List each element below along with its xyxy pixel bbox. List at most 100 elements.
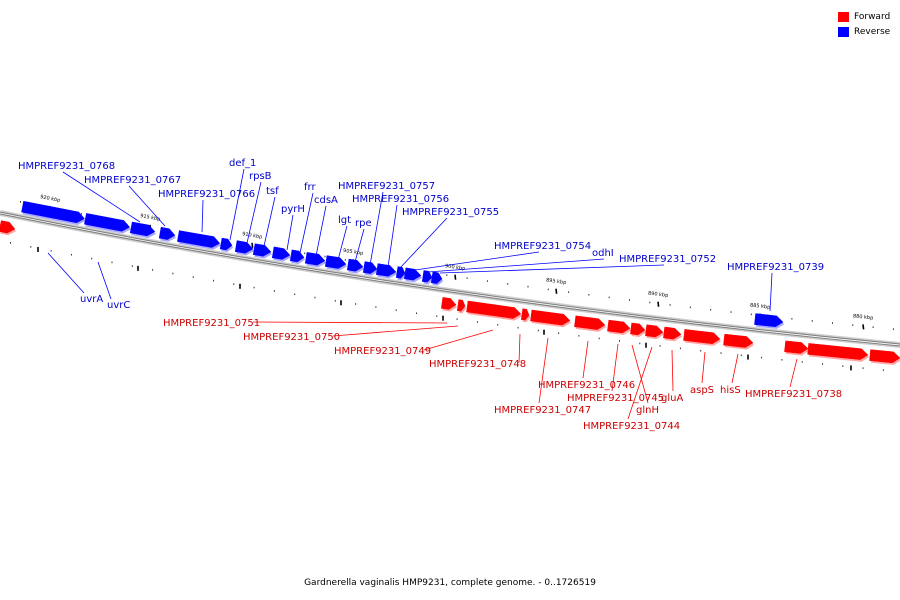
leader-line-frr [299,192,314,254]
gene-label-rpe: rpe [355,218,372,229]
scale-dot [446,274,448,277]
reverse-gene-arrow [403,267,423,283]
strand-legend: Forward Reverse [838,9,890,39]
leader-line-hmpref9231-0756 [387,204,398,268]
gene-label-hmpref9231-0757: HMPREF9231_0757 [338,181,435,192]
reverse-gene-arrow [177,230,221,250]
gene-label-odhi: odhI [592,248,614,259]
gene-label-hmpref9231-0756: HMPREF9231_0756 [352,194,449,205]
legend-swatch-forward [838,11,849,22]
scale-dot [324,255,326,258]
leader-line-glnh [631,344,649,404]
scale-dot [334,299,336,302]
legend-label-forward: Forward [854,11,891,22]
scale-dot [669,304,671,306]
leader-line-hmpref9231-0749 [423,329,494,351]
tick-mark-major [862,324,865,330]
leader-line-hmpref9231-0767 [128,185,166,227]
gene-label-rpsb: rpsB [249,171,272,182]
leader-line-hmpref9231-0751 [252,321,448,324]
gene-label-hmpref9231-0750: HMPREF9231_0750 [243,332,340,343]
reverse-gene-arrow [219,237,234,253]
leader-line-hmpref9231-0766 [201,199,204,233]
genome-backbone [0,210,900,348]
scale-dot [892,328,894,330]
gene-label-hmpref9231-0748: HMPREF9231_0748 [429,359,526,370]
gene-label-tsf: tsf [266,186,279,197]
leader-line-odhi [427,258,605,273]
leader-line-hmpref9231-0748 [518,333,521,364]
reverse-gene-arrow [158,226,177,242]
forward-gene-arrow [784,340,810,356]
scale-dot [30,246,32,248]
gene-label-hmpref9231-0738: HMPREF9231_0738 [745,389,842,400]
scale-dot [781,358,783,361]
gene-label-hmpref9231-0768: HMPREF9231_0768 [18,161,115,172]
leader-line-hmpref9231-0754 [414,251,540,271]
leader-line-hmpref9231-0738 [789,358,798,388]
scale-dot [233,283,235,285]
scale-dot [497,324,499,326]
scale-dot [253,286,255,289]
tick-label: 880 kbp [853,313,874,321]
gene-label-hmpref9231-0754: HMPREF9231_0754 [494,241,591,252]
tick-mark-major [657,301,660,307]
scale-dot [740,354,742,357]
reverse-gene-arrow [395,266,407,281]
leader-line-pyrh [286,214,294,251]
forward-gene-arrow [456,299,467,314]
scale-dot [872,326,874,328]
gene-label-hmpref9231-0755: HMPREF9231_0755 [402,207,499,218]
scale-dot [304,252,306,255]
leader-line-hiss [731,353,739,384]
legend-label-reverse: Reverse [854,26,891,37]
scale-dot [761,356,763,359]
tick-mark-major [555,288,558,294]
scale-dot [456,318,458,320]
label-leader-lines [47,168,798,420]
leader-line-cdsa [315,205,327,257]
scale-dot [91,257,93,260]
scale-dot [213,279,214,282]
scale-dot [822,363,823,365]
scale-dot [314,296,316,299]
gene-label-def-1: def_1 [229,158,256,169]
gene-label-hmpref9231-0747: HMPREF9231_0747 [494,405,591,416]
tick-label: 920 kbp [40,194,61,204]
tick-label: 910 kbp [242,231,263,240]
gene-label-asps: aspS [690,385,714,396]
scale-dot [466,277,468,279]
forward-gene-arrow [440,297,458,312]
scale-dot [507,283,509,285]
scale-dot [568,291,570,293]
scale-dot [832,322,833,324]
reverse-gene-arrow [421,270,434,285]
forward-gene-arrow [530,309,572,328]
scale-dot [679,347,681,350]
gene-label-hmpref9231-0766: HMPREF9231_0766 [158,189,255,200]
gene-label-hiss: hisS [720,385,741,396]
scale-dot [131,265,133,267]
leader-line-hmpref9231-0752 [439,264,665,274]
scale-dot [273,290,275,292]
scale-dot [50,250,52,252]
leader-line-hmpref9231-0745 [611,343,619,392]
gene-label-hmpref9231-0749: HMPREF9231_0749 [334,346,431,357]
reverse-gene-arrow [289,249,306,265]
forward-gene-arrow [869,349,900,365]
scale-dot [649,301,651,304]
reverse-gene-arrow [754,313,785,329]
reverse-gene-arrow [252,243,273,259]
gene-label-hmpref9231-0746: HMPREF9231_0746 [538,380,635,391]
scale-dot [811,320,813,322]
scale-dot [710,308,712,311]
forward-gene-arrow [466,300,522,321]
scale-dot [10,242,11,244]
scale-dot [750,313,752,316]
reverse-gene-arrow [234,240,255,256]
scale-dot [801,361,803,363]
scale-dot [558,332,560,334]
reverse-gene-arrow [430,271,444,286]
forward-gene-arrow [807,343,870,362]
